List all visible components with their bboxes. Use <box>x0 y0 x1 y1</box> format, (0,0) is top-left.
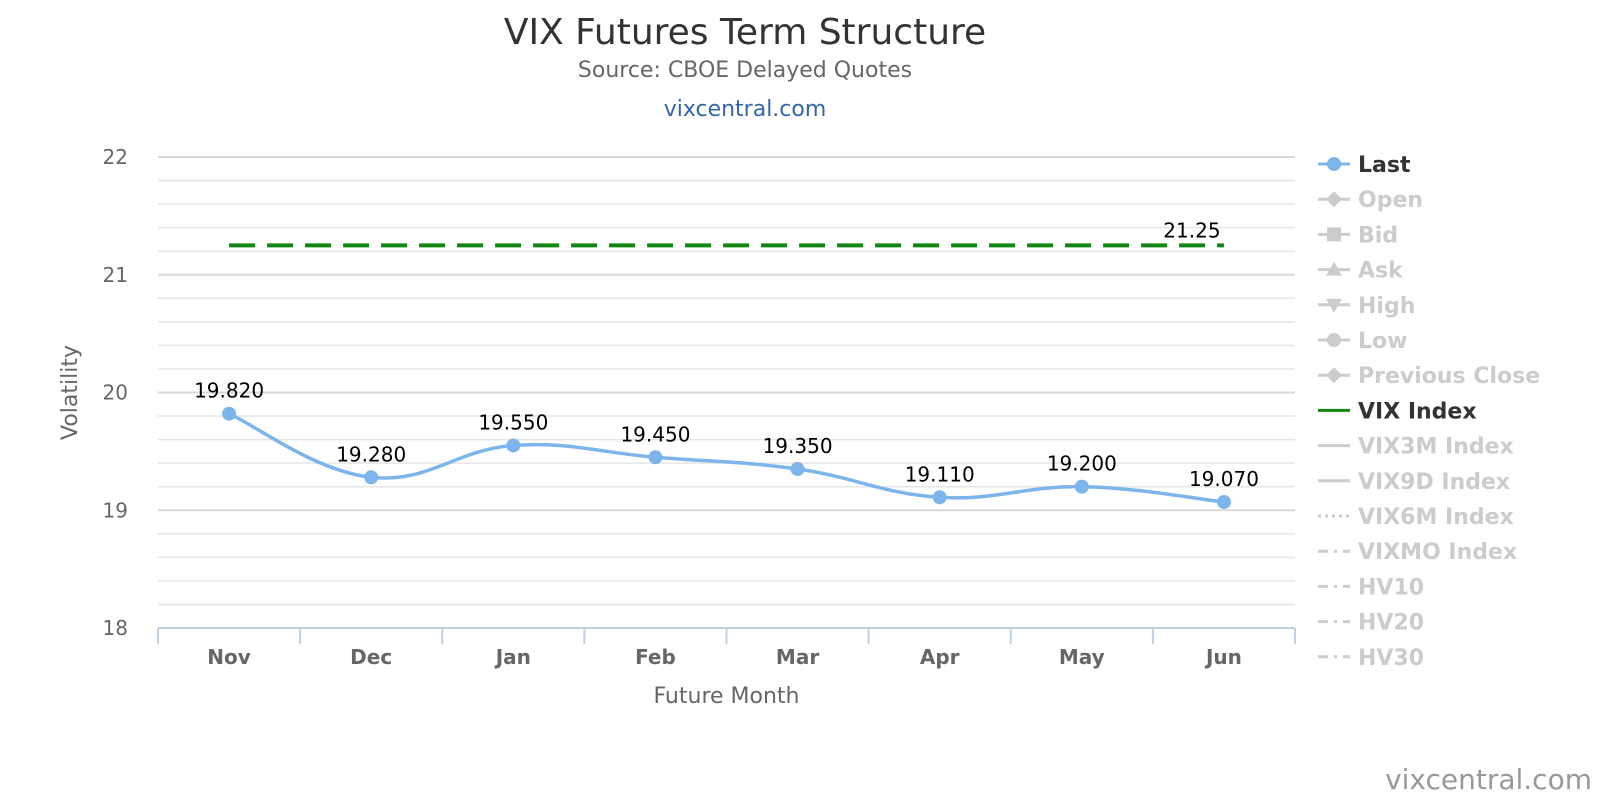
legend-label: High <box>1358 294 1415 319</box>
x-tick-label: Apr <box>920 645 960 669</box>
data-point-last <box>932 490 947 505</box>
data-point-last <box>506 438 521 453</box>
x-tick-label: Jun <box>1204 645 1242 669</box>
legend-item-vix3m-index[interactable]: VIX3M Index <box>1318 435 1514 460</box>
legend-item-hv30[interactable]: HV30 <box>1318 646 1424 671</box>
chart-subtitle: Source: CBOE Delayed Quotes <box>577 58 913 83</box>
x-axis-title: Future Month <box>653 684 799 709</box>
data-label-last: 19.450 <box>620 422 690 446</box>
chart-title: VIX Futures Term Structure <box>503 12 987 53</box>
legend-label: Previous Close <box>1358 364 1540 389</box>
credit-link[interactable]: vixcentral.com <box>1385 763 1592 796</box>
x-axis: Nov Dec Jan Feb Mar Apr May Jun Future Month <box>157 627 1296 709</box>
legend-label: VIX Index <box>1358 399 1477 424</box>
legend: Last Open Bid Ask High Low Previous Close VIX I… <box>1318 153 1540 671</box>
legend-label: Ask <box>1358 259 1404 284</box>
legend-label: Bid <box>1358 223 1398 248</box>
legend-item-vix-index[interactable]: VIX Index <box>1318 399 1477 424</box>
data-label-last: 19.070 <box>1189 467 1259 491</box>
x-tick-label: Nov <box>207 645 251 669</box>
data-label-last: 19.280 <box>336 442 406 466</box>
data-label-last: 19.820 <box>194 379 264 403</box>
legend-label: HV10 <box>1358 575 1424 600</box>
legend-item-hv20[interactable]: HV20 <box>1318 611 1424 636</box>
legend-label: HV20 <box>1358 611 1424 636</box>
legend-item-open[interactable]: Open <box>1318 188 1423 213</box>
legend-label: VIX3M Index <box>1358 435 1514 460</box>
legend-marker-circle <box>1327 157 1341 171</box>
legend-marker-triangle <box>1326 261 1342 276</box>
data-label-last: 19.550 <box>478 410 548 434</box>
y-tick-label: 22 <box>103 145 128 169</box>
data-label-last: 19.110 <box>905 462 975 486</box>
x-tick-label: Mar <box>776 645 819 669</box>
x-tick-label: May <box>1059 645 1105 669</box>
data-point-last <box>364 470 379 485</box>
legend-label: VIX6M Index <box>1358 505 1514 530</box>
y-axis-title: Volatility <box>58 345 83 440</box>
x-tick-label: Feb <box>635 645 676 669</box>
y-tick-label: 18 <box>103 616 128 640</box>
y-axis: 18 19 20 21 22 Volatility <box>58 145 128 640</box>
data-point-last <box>222 406 237 421</box>
y-tick-label: 19 <box>103 498 128 522</box>
legend-item-vixmo-index[interactable]: VIXMO Index <box>1318 540 1517 565</box>
source-link[interactable]: vixcentral.com <box>663 97 827 122</box>
legend-label: Open <box>1358 188 1423 213</box>
legend-item-vix9d-index[interactable]: VIX9D Index <box>1318 470 1510 495</box>
y-tick-label: 21 <box>103 263 128 287</box>
data-label-vix-index: 21.25 <box>1163 218 1220 242</box>
legend-item-ask[interactable]: Ask <box>1318 259 1404 284</box>
legend-item-vix6m-index[interactable]: VIX6M Index <box>1318 505 1514 530</box>
series-line-last <box>228 412 1225 504</box>
legend-item-previous-close[interactable]: Previous Close <box>1318 364 1540 389</box>
legend-label: Low <box>1358 329 1407 354</box>
data-point-last <box>1216 495 1231 510</box>
legend-label: VIX9D Index <box>1358 470 1510 495</box>
legend-item-low[interactable]: Low <box>1318 329 1407 354</box>
legend-item-bid[interactable]: Bid <box>1318 223 1398 248</box>
legend-label: VIXMO Index <box>1358 540 1517 565</box>
legend-marker-diamond <box>1326 191 1342 208</box>
data-point-last <box>648 450 663 465</box>
x-tick-label: Jan <box>494 645 531 669</box>
y-tick-label: 20 <box>103 381 128 405</box>
legend-item-last[interactable]: Last <box>1318 153 1411 178</box>
legend-marker-triangle-down <box>1326 298 1342 313</box>
data-point-last <box>1074 479 1089 494</box>
legend-marker-diamond <box>1326 367 1342 384</box>
legend-item-high[interactable]: High <box>1318 294 1415 319</box>
plot-series: 19.820 19.280 19.550 19.450 19.350 19.110 19.2… <box>194 218 1259 510</box>
data-label-last: 19.350 <box>763 434 833 458</box>
legend-label: Last <box>1358 153 1411 178</box>
legend-marker-circle <box>1327 333 1341 347</box>
legend-label: HV30 <box>1358 646 1424 671</box>
legend-marker-square <box>1327 227 1341 242</box>
data-label-last: 19.200 <box>1047 452 1117 476</box>
x-tick-label: Dec <box>350 645 392 669</box>
data-point-last <box>790 462 805 477</box>
grid-lines <box>158 156 1295 629</box>
legend-item-hv10[interactable]: HV10 <box>1318 575 1424 600</box>
